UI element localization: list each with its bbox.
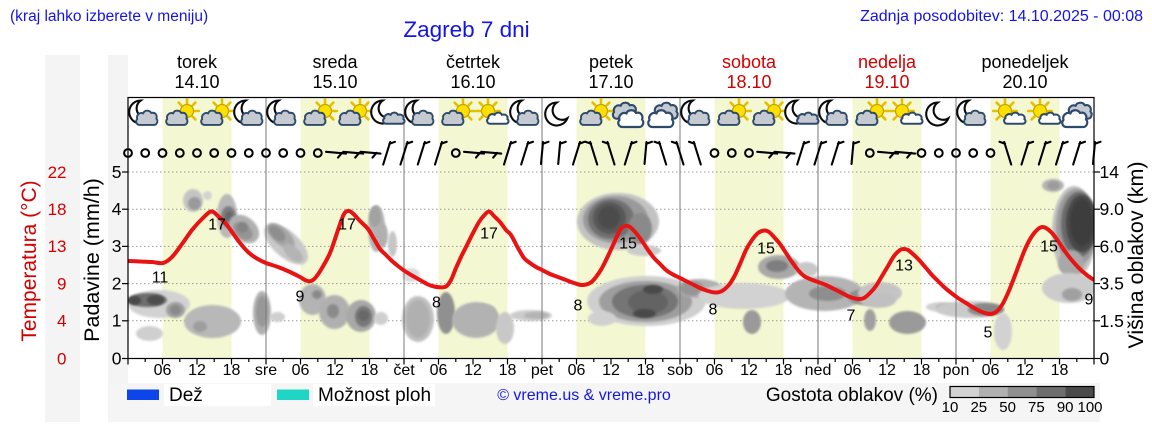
svg-text:6.0: 6.0 — [1100, 236, 1125, 256]
svg-text:3: 3 — [112, 236, 122, 256]
svg-text:torek: torek — [177, 52, 218, 72]
svg-text:ponedeljek: ponedeljek — [981, 52, 1069, 72]
svg-text:10: 10 — [942, 399, 959, 416]
svg-text:06: 06 — [706, 362, 724, 379]
svg-text:06: 06 — [568, 362, 586, 379]
svg-text:5: 5 — [984, 325, 993, 342]
svg-text:Padavine (mm/h): Padavine (mm/h) — [80, 178, 104, 342]
svg-text:sreda: sreda — [312, 52, 358, 72]
svg-text:čet: čet — [393, 362, 415, 379]
svg-text:06: 06 — [844, 362, 862, 379]
svg-text:4: 4 — [112, 199, 122, 219]
svg-text:19.10: 19.10 — [864, 72, 909, 92]
svg-text:Temperatura (°C): Temperatura (°C) — [18, 180, 41, 341]
svg-text:06: 06 — [430, 362, 448, 379]
svg-text:15.10: 15.10 — [312, 72, 357, 92]
svg-text:petek: petek — [589, 52, 634, 72]
svg-text:16.10: 16.10 — [450, 72, 495, 92]
svg-text:18: 18 — [361, 362, 379, 379]
svg-text:(kraj lahko izberete v meniju): (kraj lahko izberete v meniju) — [10, 8, 208, 25]
svg-text:8: 8 — [574, 298, 583, 315]
svg-text:sob: sob — [667, 362, 693, 379]
svg-text:Gostota oblakov (%): Gostota oblakov (%) — [766, 385, 938, 406]
svg-text:14.10: 14.10 — [174, 72, 219, 92]
svg-text:12: 12 — [878, 362, 896, 379]
svg-text:1: 1 — [112, 311, 122, 331]
svg-text:18: 18 — [499, 362, 517, 379]
svg-text:15: 15 — [757, 241, 775, 258]
svg-text:pet: pet — [531, 362, 554, 379]
svg-text:15: 15 — [619, 236, 637, 253]
svg-text:20.10: 20.10 — [1002, 72, 1047, 92]
svg-text:13: 13 — [48, 237, 67, 256]
svg-text:7: 7 — [847, 308, 856, 325]
svg-text:17: 17 — [208, 217, 226, 234]
svg-text:nedelja: nedelja — [858, 52, 917, 72]
svg-text:9: 9 — [296, 289, 305, 306]
svg-text:12: 12 — [464, 362, 482, 379]
svg-text:18: 18 — [1051, 362, 1069, 379]
svg-text:12: 12 — [326, 362, 344, 379]
svg-text:© vreme.us & vreme.pro: © vreme.us & vreme.pro — [497, 387, 671, 404]
svg-text:18: 18 — [637, 362, 655, 379]
svg-text:06: 06 — [154, 362, 172, 379]
svg-text:2: 2 — [112, 273, 122, 293]
svg-text:18: 18 — [775, 362, 793, 379]
svg-text:06: 06 — [982, 362, 1000, 379]
svg-text:0: 0 — [112, 348, 122, 368]
svg-text:9.0: 9.0 — [1100, 199, 1125, 219]
svg-text:90: 90 — [1057, 399, 1074, 416]
svg-text:12: 12 — [188, 362, 206, 379]
svg-text:11: 11 — [152, 270, 169, 287]
svg-text:14: 14 — [1100, 162, 1120, 182]
svg-text:12: 12 — [602, 362, 620, 379]
svg-text:sre: sre — [255, 362, 277, 379]
svg-text:Možnost ploh: Možnost ploh — [318, 385, 431, 406]
svg-text:8: 8 — [709, 302, 718, 319]
svg-text:0: 0 — [1100, 349, 1110, 369]
svg-text:četrtek: četrtek — [446, 52, 501, 72]
svg-text:25: 25 — [970, 399, 987, 416]
svg-text:50: 50 — [999, 399, 1016, 416]
svg-text:3.5: 3.5 — [1100, 274, 1124, 294]
svg-text:5: 5 — [112, 162, 122, 182]
svg-text:18: 18 — [913, 362, 931, 379]
svg-text:22: 22 — [48, 163, 67, 182]
svg-text:8: 8 — [432, 295, 441, 312]
svg-text:17: 17 — [480, 226, 498, 243]
svg-text:Dež: Dež — [169, 385, 203, 406]
svg-text:Zadnja posodobitev: 14.10.2025: Zadnja posodobitev: 14.10.2025 - 00:08 — [860, 8, 1143, 25]
svg-text:9: 9 — [1085, 292, 1094, 309]
svg-text:Višina oblakov (km): Višina oblakov (km) — [1124, 161, 1148, 348]
svg-text:Zagreb 7 dni: Zagreb 7 dni — [403, 17, 529, 42]
svg-text:15: 15 — [1040, 239, 1058, 256]
svg-text:pon: pon — [943, 362, 970, 379]
svg-text:ned: ned — [805, 362, 832, 379]
svg-text:13: 13 — [895, 258, 913, 275]
svg-text:75: 75 — [1028, 399, 1045, 416]
svg-text:9: 9 — [57, 274, 66, 293]
svg-text:18: 18 — [223, 362, 241, 379]
svg-text:17: 17 — [338, 217, 356, 234]
svg-text:12: 12 — [1016, 362, 1034, 379]
svg-text:sobota: sobota — [722, 52, 777, 72]
svg-text:1.5: 1.5 — [1100, 311, 1124, 331]
svg-text:06: 06 — [292, 362, 310, 379]
svg-text:4: 4 — [57, 312, 66, 331]
svg-text:17.10: 17.10 — [588, 72, 633, 92]
svg-text:18.10: 18.10 — [726, 72, 771, 92]
svg-text:12: 12 — [740, 362, 758, 379]
svg-text:18: 18 — [48, 200, 67, 219]
svg-text:100: 100 — [1077, 399, 1102, 416]
svg-text:0: 0 — [57, 349, 66, 368]
